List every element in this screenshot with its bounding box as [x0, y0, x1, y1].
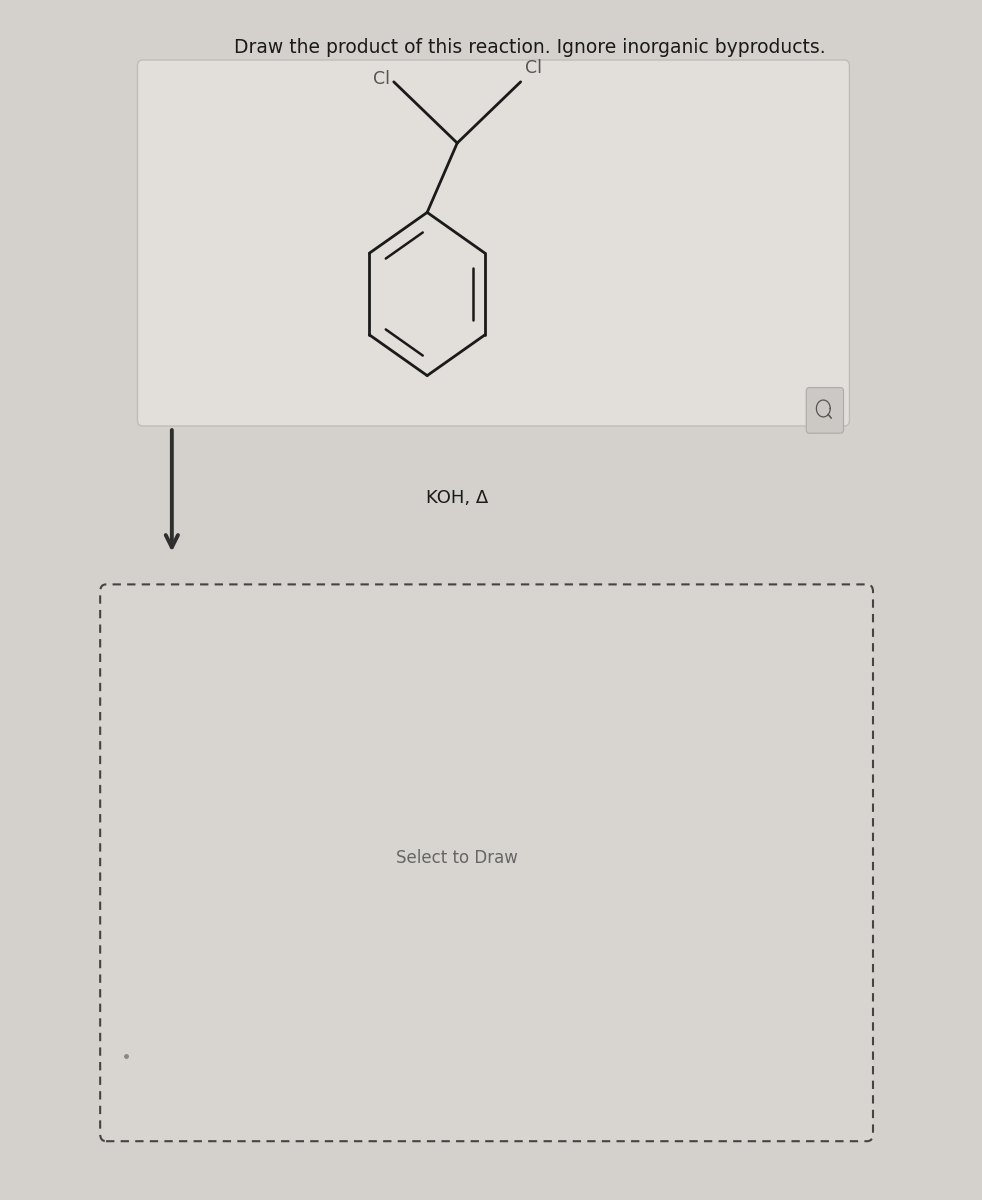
- Text: Cl: Cl: [524, 59, 542, 77]
- Text: Select to Draw: Select to Draw: [396, 850, 518, 866]
- FancyBboxPatch shape: [100, 584, 873, 1141]
- Text: Draw the product of this reaction. Ignore inorganic byproducts.: Draw the product of this reaction. Ignor…: [235, 38, 826, 58]
- Text: KOH, Δ: KOH, Δ: [425, 490, 488, 506]
- FancyBboxPatch shape: [806, 388, 844, 433]
- Text: Cl: Cl: [373, 71, 390, 89]
- FancyBboxPatch shape: [137, 60, 849, 426]
